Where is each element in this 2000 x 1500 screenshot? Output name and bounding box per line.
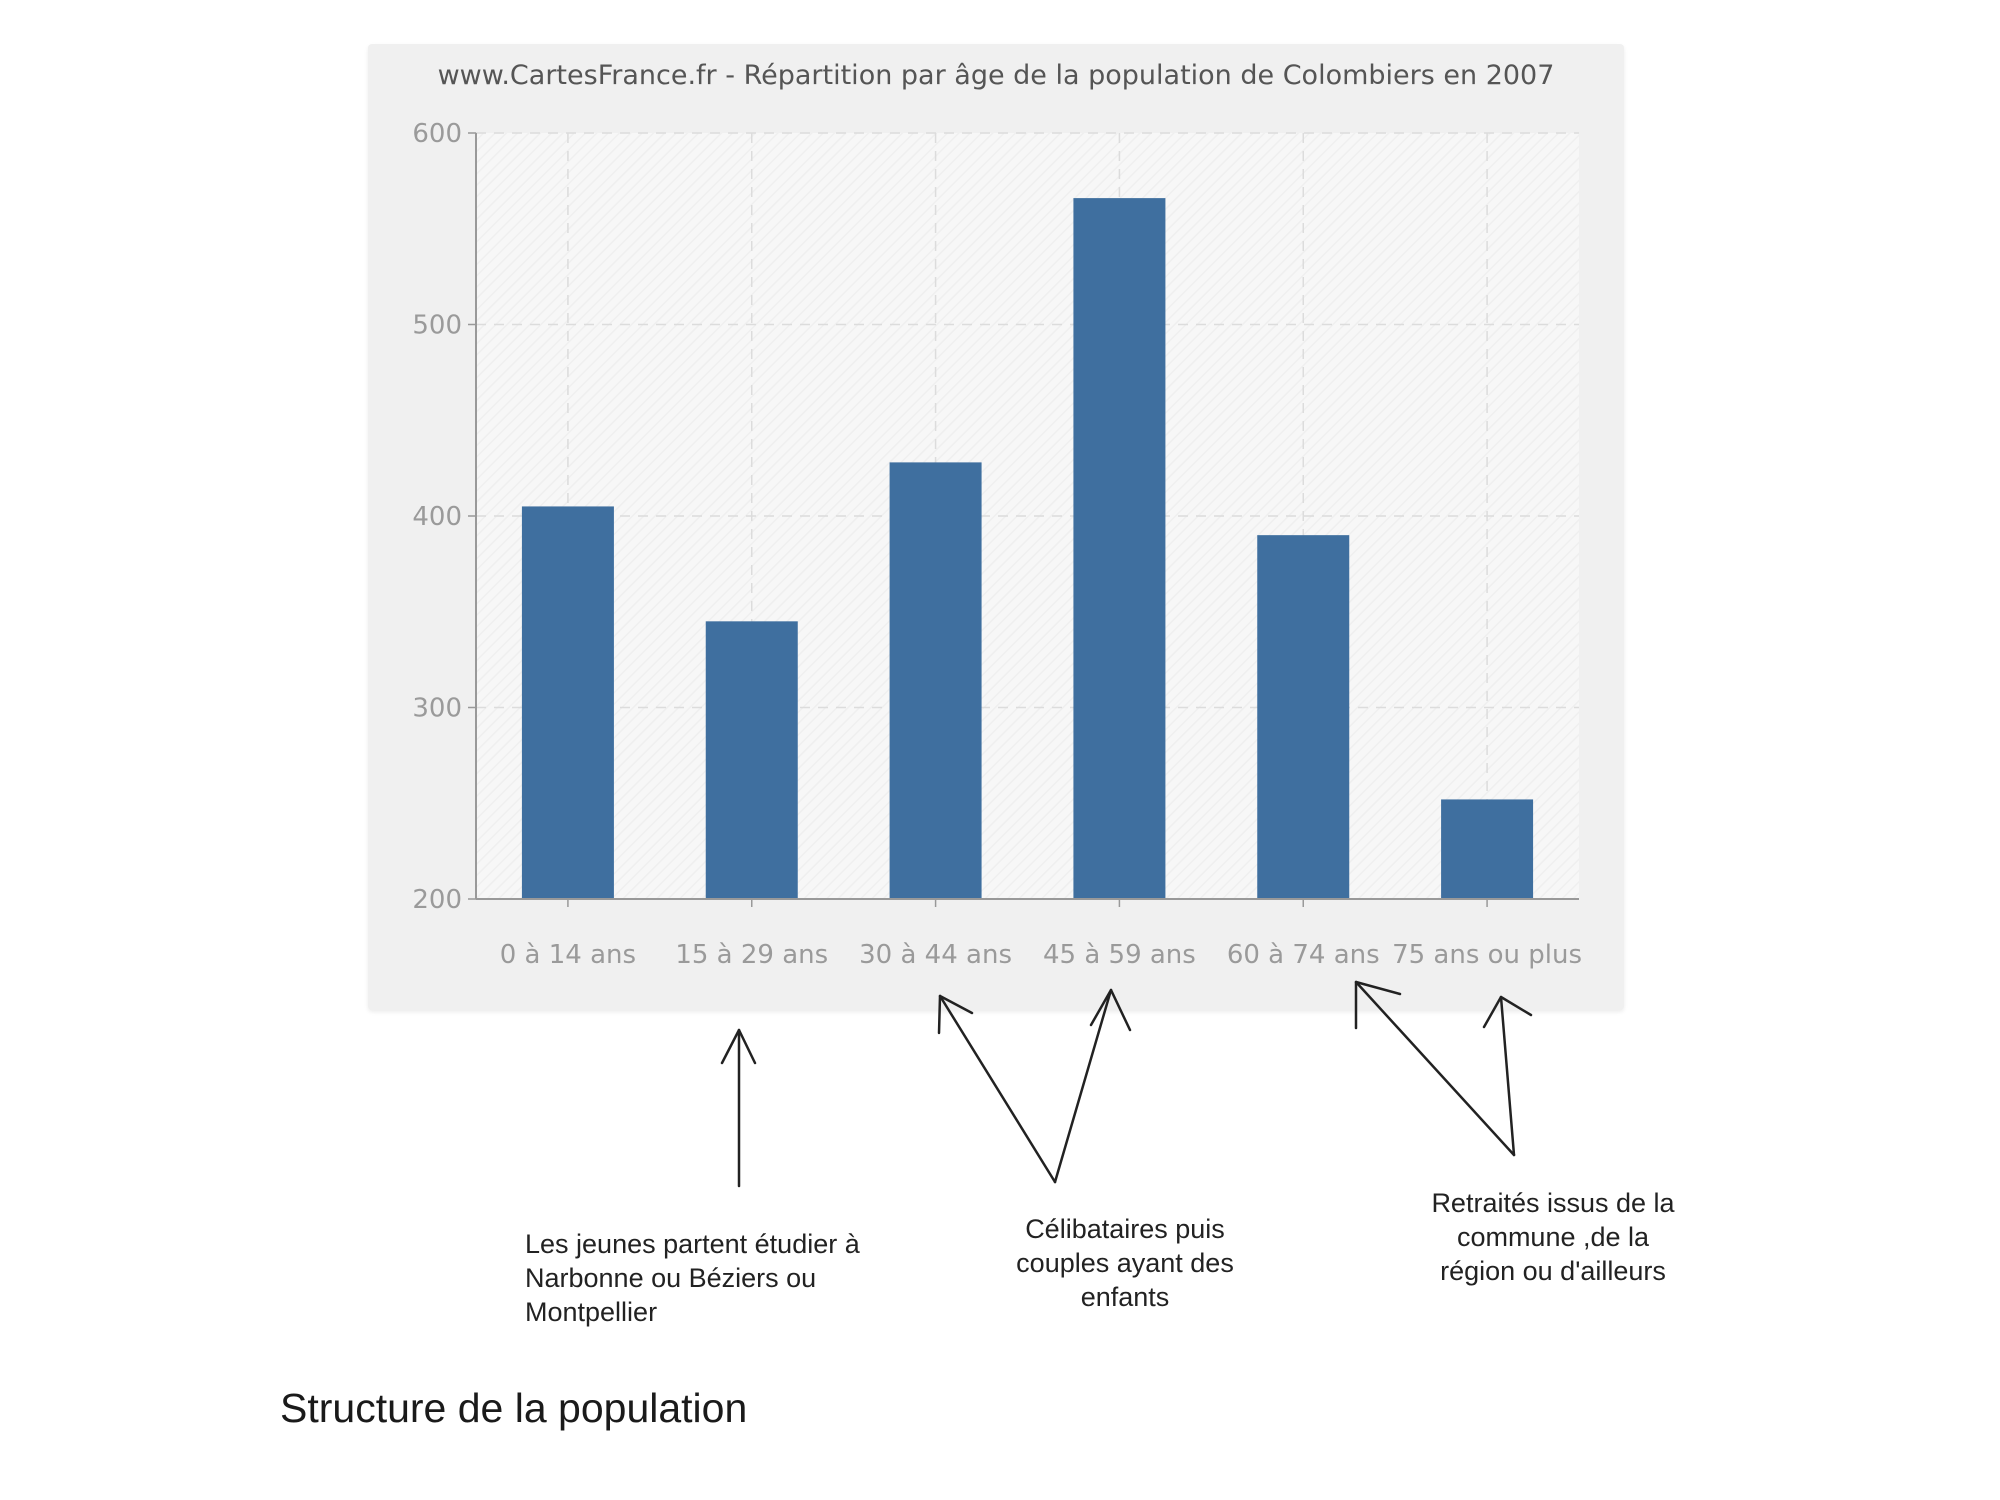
y-tick-label: 200 — [412, 885, 462, 915]
axes — [468, 132, 1579, 907]
bar-0 — [521, 506, 614, 899]
bar-1 — [705, 621, 798, 899]
x-tick-label: 45 à 59 ans — [1043, 940, 1196, 970]
arrow-75-plus — [1482, 995, 1533, 1157]
y-tick-label: 500 — [412, 311, 462, 341]
x-tick-label: 75 ans ou plus — [1392, 940, 1582, 970]
bar-2 — [889, 462, 982, 899]
arrow-30-44 — [937, 994, 1057, 1184]
annotation-couples: Célibataires puis couples ayant des enfa… — [1016, 1214, 1234, 1312]
annotation-retirees: Retraités issus de la commune ,de la rég… — [1431, 1188, 1675, 1286]
x-tick-label: 30 à 44 ans — [859, 940, 1012, 970]
bar-3 — [1073, 198, 1166, 900]
annotation-students: Les jeunes partent étudier à Narbonne ou… — [525, 1229, 860, 1327]
y-tick-labels: 200 300 400 500 600 — [412, 119, 462, 915]
bar-4 — [1257, 535, 1350, 899]
x-tick-labels: 0 à 14 ans 15 à 29 ans 30 à 44 ans 45 à 59 … — [500, 940, 1582, 970]
chart-card: www.CartesFrance.fr - Répartition par âg… — [368, 44, 1624, 1010]
bar-chart: www.CartesFrance.fr - Répartition par âg… — [412, 60, 1582, 970]
page-caption: Structure de la population — [280, 1385, 748, 1431]
y-tick-label: 600 — [412, 119, 462, 149]
chart-title: www.CartesFrance.fr - Répartition par âg… — [438, 60, 1555, 91]
y-tick-label: 300 — [412, 694, 462, 724]
x-tick-label: 0 à 14 ans — [500, 940, 636, 970]
x-tick-label: 15 à 29 ans — [675, 940, 828, 970]
bars — [521, 198, 1534, 900]
arrow-15-29 — [720, 1028, 757, 1188]
x-tick-label: 60 à 74 ans — [1227, 940, 1380, 970]
y-tick-label: 400 — [412, 502, 462, 532]
bar-5 — [1441, 799, 1534, 899]
arrow-45-59 — [1053, 988, 1132, 1184]
